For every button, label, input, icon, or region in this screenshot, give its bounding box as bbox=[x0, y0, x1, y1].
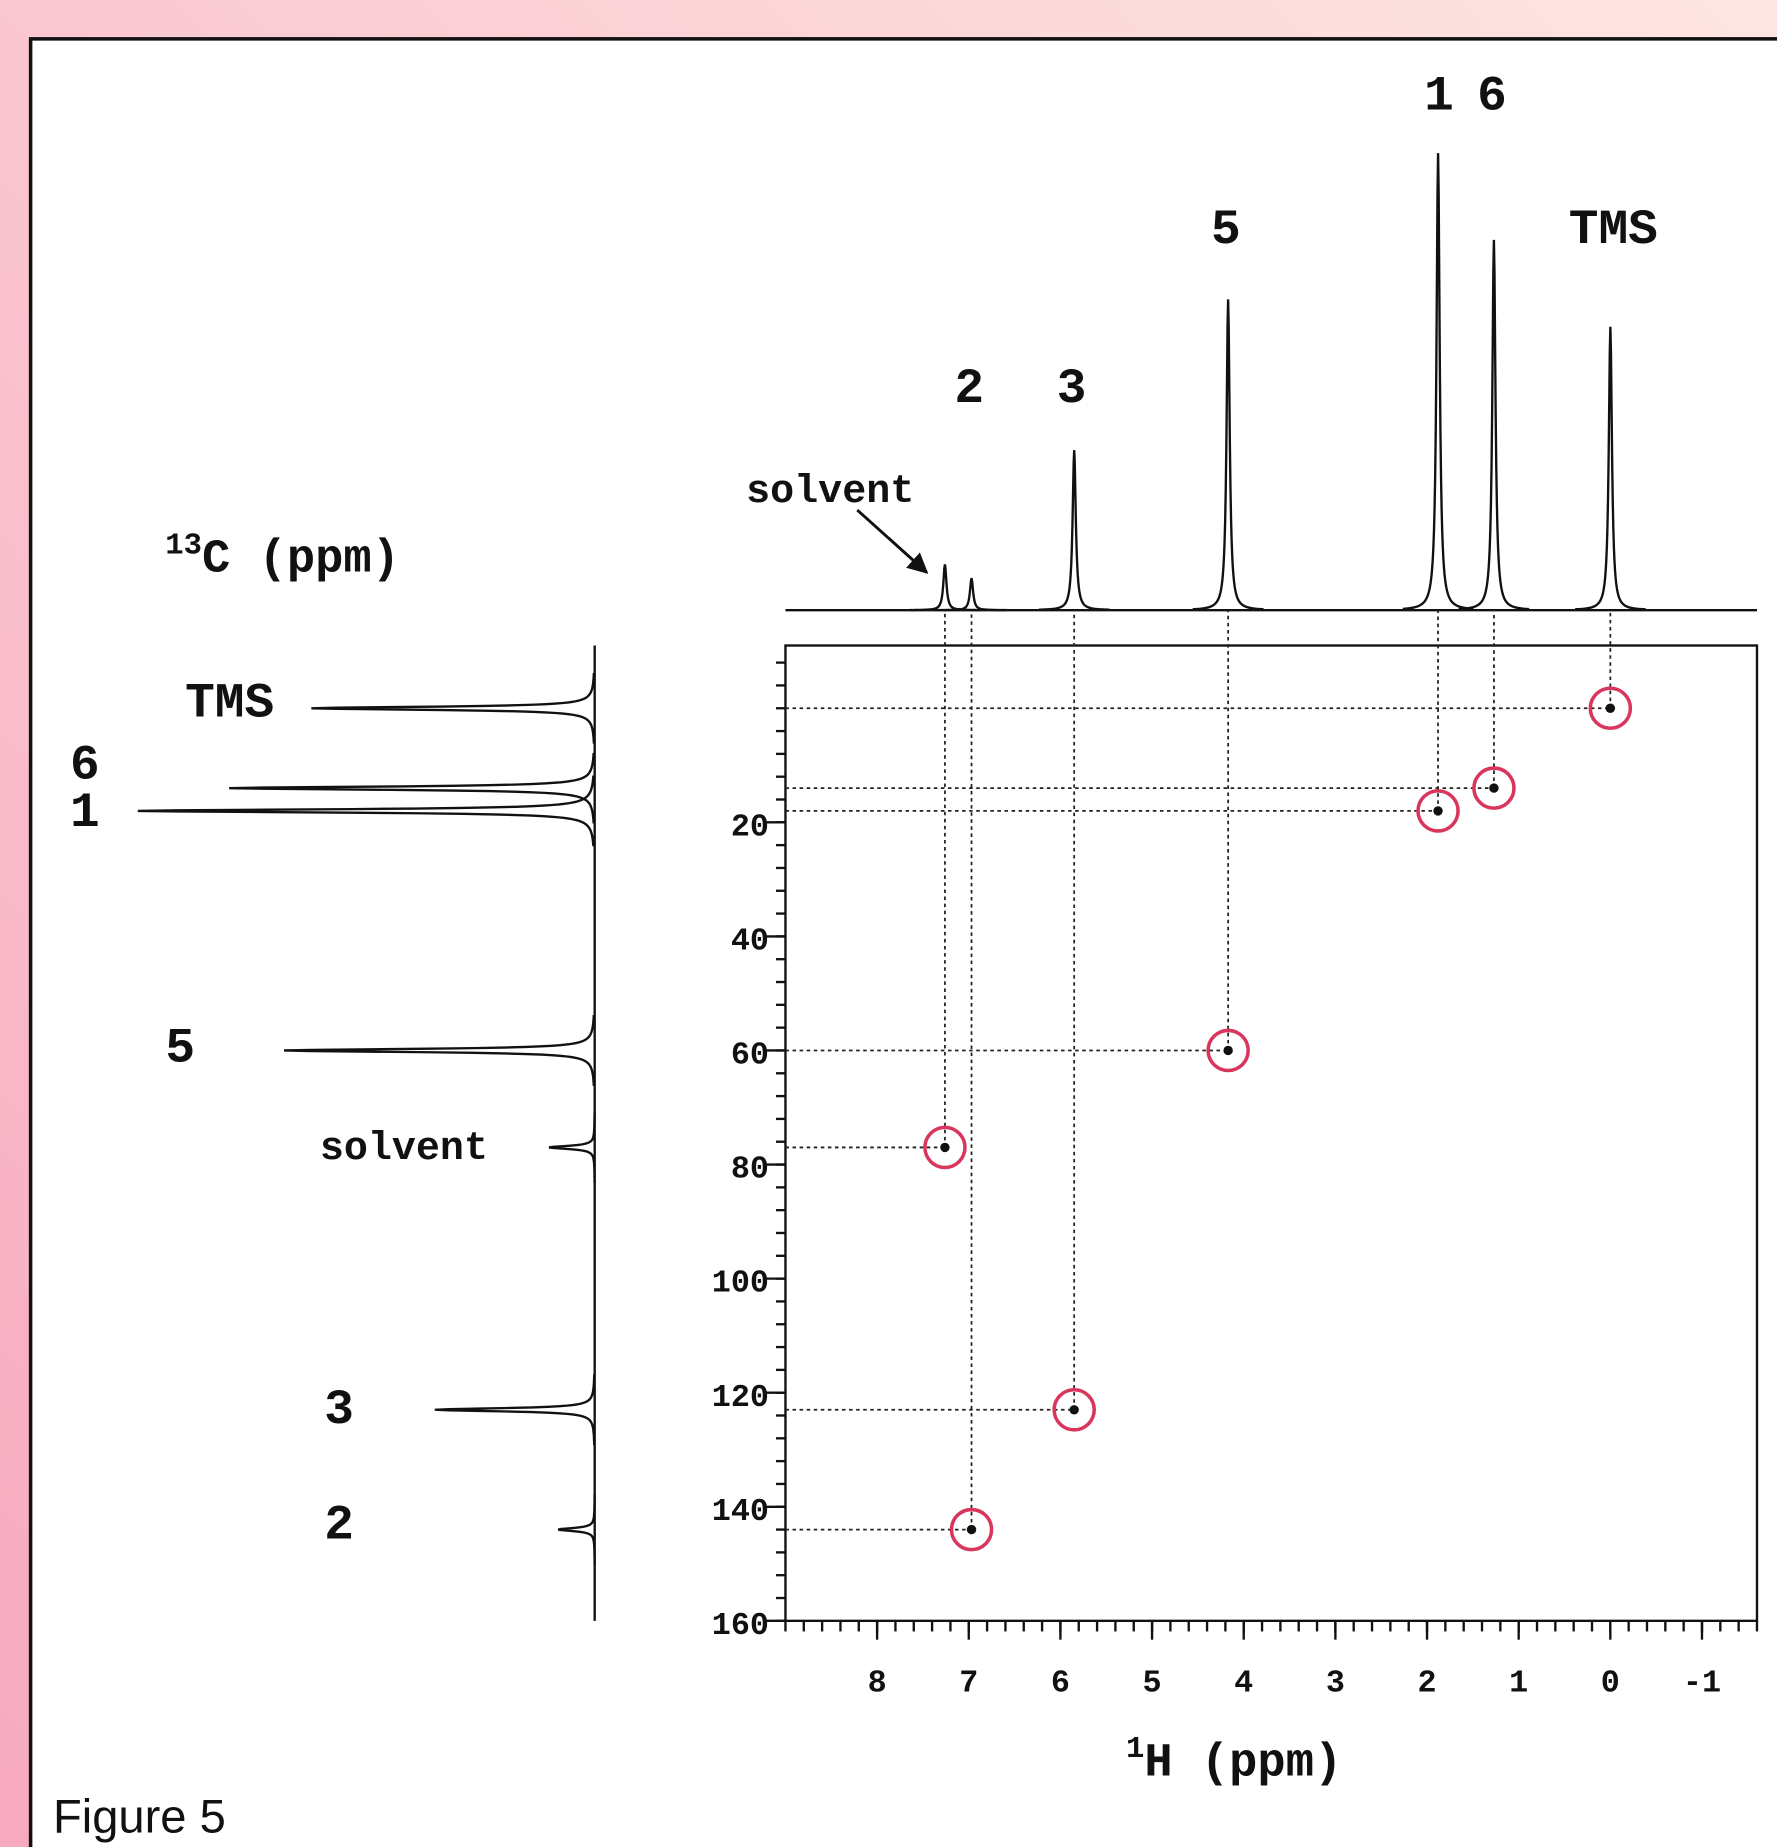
cross-peak bbox=[1605, 703, 1616, 713]
cross-peak bbox=[940, 1142, 950, 1153]
y-tick-label: 80 bbox=[731, 1152, 769, 1188]
x-tick-label: 3 bbox=[1326, 1666, 1345, 1702]
h-peak bbox=[1575, 326, 1646, 611]
c-peak bbox=[284, 1014, 596, 1087]
x-label-sup: 1 bbox=[1126, 1733, 1144, 1767]
y-axis-label: 13C (ppm) bbox=[165, 529, 400, 586]
y-tick-label: 20 bbox=[731, 809, 769, 845]
c-peak-label: 1 bbox=[70, 785, 100, 841]
h-peak-label: TMS bbox=[1569, 202, 1658, 258]
c-peak-label: 6 bbox=[70, 738, 100, 794]
x-tick-label: 6 bbox=[1051, 1666, 1070, 1702]
c-peak bbox=[434, 1374, 596, 1446]
cross-peak-circle bbox=[923, 1125, 967, 1170]
cross-peak-circle bbox=[1472, 766, 1516, 810]
h-peak-label: 2 bbox=[954, 361, 984, 417]
h-peak-label: 1 bbox=[1424, 69, 1454, 125]
caption: Figure 5 bbox=[53, 1789, 226, 1842]
c-peak bbox=[311, 672, 596, 744]
x-tick-label: 4 bbox=[1234, 1666, 1253, 1702]
h-peak bbox=[1038, 450, 1110, 611]
cross-peak bbox=[1069, 1405, 1079, 1415]
y-tick-label: 40 bbox=[731, 923, 769, 959]
c-peak-label: 5 bbox=[165, 1020, 195, 1076]
cross-peak bbox=[1223, 1045, 1233, 1056]
h-peak bbox=[909, 564, 981, 612]
y-tick-label: 160 bbox=[712, 1608, 769, 1644]
x-tick-label: 2 bbox=[1417, 1666, 1436, 1702]
cross-peak bbox=[966, 1524, 977, 1535]
x-tick-label: 0 bbox=[1601, 1666, 1620, 1702]
c-peak-label: solvent bbox=[320, 1127, 488, 1172]
cross-peak-circle bbox=[1052, 1388, 1096, 1432]
y-label-text: C (ppm) bbox=[202, 534, 400, 587]
h-peak-label: 3 bbox=[1057, 361, 1087, 417]
x-tick-label: -1 bbox=[1683, 1666, 1721, 1702]
y-label-sup: 13 bbox=[165, 529, 202, 563]
h-peak-label: 5 bbox=[1211, 202, 1241, 258]
y-tick-label: 100 bbox=[712, 1266, 769, 1302]
solvent-arrow bbox=[856, 508, 929, 574]
panel bbox=[28, 37, 1777, 1847]
x-tick-label: 7 bbox=[959, 1666, 978, 1702]
plot-frame bbox=[784, 644, 1759, 1623]
cross-peak-circle bbox=[949, 1507, 994, 1552]
x-axis-label: 1H (ppm) bbox=[1126, 1733, 1342, 1790]
y-tick-label: 60 bbox=[731, 1038, 769, 1074]
c-peak bbox=[137, 775, 595, 847]
x-label-text: H (ppm) bbox=[1144, 1738, 1342, 1791]
cross-peak bbox=[1489, 783, 1499, 793]
c-peak-label: 2 bbox=[324, 1497, 354, 1553]
cross-peak-circle bbox=[1588, 686, 1633, 731]
cross-peak-circle bbox=[1206, 1028, 1250, 1073]
h-peak-label: solvent bbox=[746, 470, 914, 515]
h-peak bbox=[1192, 299, 1264, 611]
x-tick-label: 1 bbox=[1509, 1666, 1528, 1702]
x-tick-label: 5 bbox=[1143, 1666, 1162, 1702]
c-peak bbox=[229, 752, 595, 824]
y-tick-label: 140 bbox=[712, 1494, 769, 1530]
c-peak bbox=[557, 1494, 596, 1565]
c-peak bbox=[548, 1112, 596, 1183]
cross-peak bbox=[1433, 806, 1443, 816]
x-tick-label: 8 bbox=[868, 1666, 887, 1702]
cross-peak-circle bbox=[1416, 789, 1460, 833]
h-peak bbox=[1402, 153, 1474, 611]
c-peak-label: 3 bbox=[324, 1382, 354, 1438]
c-peak-label: TMS bbox=[185, 675, 274, 731]
h-peak bbox=[936, 577, 1007, 612]
y-tick-label: 120 bbox=[712, 1380, 769, 1416]
h-peak-label: 6 bbox=[1477, 69, 1507, 125]
